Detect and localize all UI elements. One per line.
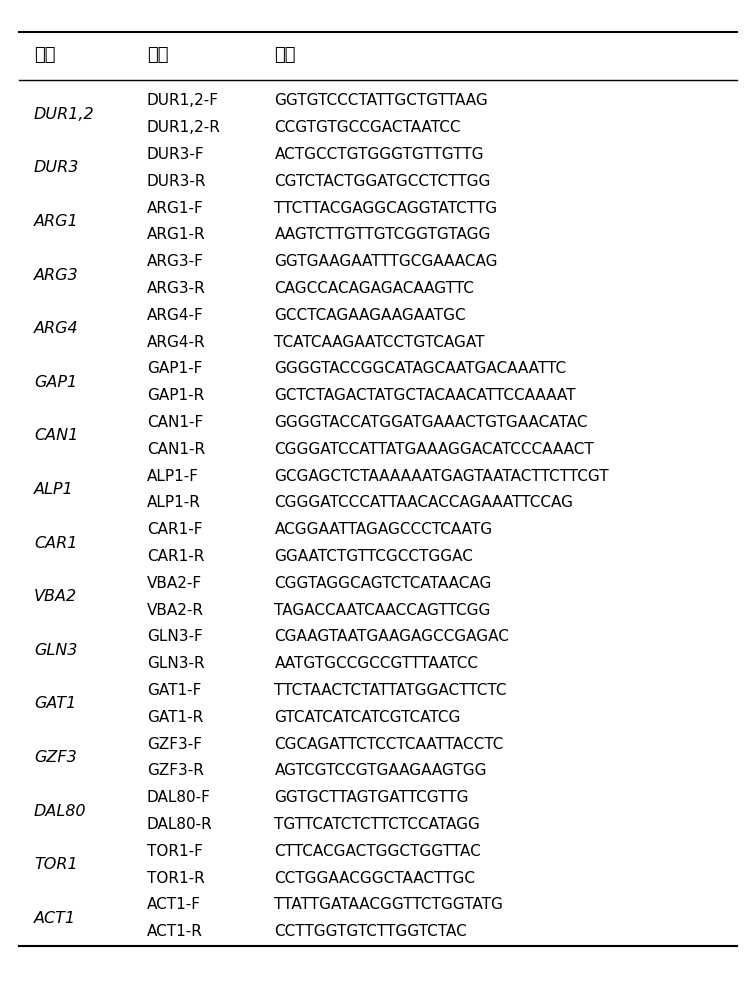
Text: CGGTAGGCAGTCTCATAACAG: CGGTAGGCAGTCTCATAACAG (274, 576, 492, 591)
Text: DUR3-R: DUR3-R (147, 174, 206, 189)
Text: DUR1,2: DUR1,2 (34, 107, 95, 122)
Text: TCATCAAGAATCCTGTCAGAT: TCATCAAGAATCCTGTCAGAT (274, 335, 485, 350)
Text: GLN3-R: GLN3-R (147, 656, 205, 671)
Text: CGGGATCCCATTAACACCAGAAATTCCAG: CGGGATCCCATTAACACCAGAAATTCCAG (274, 495, 574, 510)
Text: GGAATCTGTTCGCCTGGAC: GGAATCTGTTCGCCTGGAC (274, 549, 473, 564)
Text: DAL80: DAL80 (34, 804, 86, 819)
Text: GZF3: GZF3 (34, 750, 77, 765)
Text: GLN3-F: GLN3-F (147, 629, 202, 644)
Text: GAT1-F: GAT1-F (147, 683, 201, 698)
Text: DUR3-F: DUR3-F (147, 147, 205, 162)
Text: TTCTAACTCTATTATGGACTTCTC: TTCTAACTCTATTATGGACTTCTC (274, 683, 507, 698)
Text: GAP1-F: GAP1-F (147, 361, 202, 376)
Text: GCGAGCTCTAAAAAATGAGTAATACTTCTTCGT: GCGAGCTCTAAAAAATGAGTAATACTTCTTCGT (274, 469, 609, 484)
Text: GAP1-R: GAP1-R (147, 388, 204, 403)
Text: VBA2-R: VBA2-R (147, 603, 204, 618)
Text: CGAAGTAATGAAGAGCCGAGAC: CGAAGTAATGAAGAGCCGAGAC (274, 629, 509, 644)
Text: ARG4-F: ARG4-F (147, 308, 203, 323)
Text: TGTTCATCTCTTCTCCATAGG: TGTTCATCTCTTCTCCATAGG (274, 817, 481, 832)
Text: GAT1: GAT1 (34, 696, 76, 711)
Text: DUR1,2-F: DUR1,2-F (147, 93, 219, 108)
Text: CTTCACGACTGGCTGGTTAC: CTTCACGACTGGCTGGTTAC (274, 844, 481, 859)
Text: CAR1: CAR1 (34, 536, 77, 551)
Text: DUR1,2-R: DUR1,2-R (147, 120, 220, 135)
Text: TTATTGATAACGGTTCTGGTATG: TTATTGATAACGGTTCTGGTATG (274, 897, 503, 912)
Text: GLN3: GLN3 (34, 643, 77, 658)
Text: GZF3-R: GZF3-R (147, 763, 204, 778)
Text: ACGGAATTAGAGCCCTCAATG: ACGGAATTAGAGCCCTCAATG (274, 522, 493, 537)
Text: CAN1-R: CAN1-R (147, 442, 205, 457)
Text: TOR1: TOR1 (34, 857, 77, 872)
Text: GGTGCTTAGTGATTCGTTG: GGTGCTTAGTGATTCGTTG (274, 790, 469, 805)
Text: CGCAGATTCTCCTCAATTACCTC: CGCAGATTCTCCTCAATTACCTC (274, 737, 504, 752)
Text: CGGGATCCATTATGAAAGGACATCCCAAACT: CGGGATCCATTATGAAAGGACATCCCAAACT (274, 442, 594, 457)
Text: TOR1-F: TOR1-F (147, 844, 202, 859)
Text: 基因: 基因 (34, 46, 56, 64)
Text: VBA2-F: VBA2-F (147, 576, 202, 591)
Text: ARG1: ARG1 (34, 214, 78, 229)
Text: GCCTCAGAAGAAGAATGC: GCCTCAGAAGAAGAATGC (274, 308, 466, 323)
Text: ARG3-R: ARG3-R (147, 281, 205, 296)
Text: GTCATCATCATCGTCATCG: GTCATCATCATCGTCATCG (274, 710, 461, 725)
Text: TOR1-R: TOR1-R (147, 871, 205, 886)
Text: CAR1-R: CAR1-R (147, 549, 204, 564)
Text: DAL80-F: DAL80-F (147, 790, 211, 805)
Text: ACT1-R: ACT1-R (147, 924, 202, 939)
Text: GCTCTAGACTATGCTACAACATTCCAAAAT: GCTCTAGACTATGCTACAACATTCCAAAAT (274, 388, 576, 403)
Text: CAN1: CAN1 (34, 428, 78, 443)
Text: DUR3: DUR3 (34, 160, 79, 175)
Text: AAGTCTTGTTGTCGGTGTAGG: AAGTCTTGTTGTCGGTGTAGG (274, 227, 491, 242)
Text: ARG4-R: ARG4-R (147, 335, 205, 350)
Text: GZF3-F: GZF3-F (147, 737, 202, 752)
Text: DAL80-R: DAL80-R (147, 817, 212, 832)
Text: ALP1: ALP1 (34, 482, 74, 497)
Text: ALP1-R: ALP1-R (147, 495, 201, 510)
Text: CCTGGAACGGCTAACTTGC: CCTGGAACGGCTAACTTGC (274, 871, 475, 886)
Text: CCTTGGTGTCTTGGTCTAC: CCTTGGTGTCTTGGTCTAC (274, 924, 467, 939)
Text: VBA2: VBA2 (34, 589, 77, 604)
Text: GGTGAAGAATTTGCGAAACAG: GGTGAAGAATTTGCGAAACAG (274, 254, 498, 269)
Text: GAT1-R: GAT1-R (147, 710, 203, 725)
Text: TTCTTACGAGGCAGGTATCTTG: TTCTTACGAGGCAGGTATCTTG (274, 201, 498, 216)
Text: 引物: 引物 (147, 46, 168, 64)
Text: GGGGTACCATGGATGAAACTGTGAACATAC: GGGGTACCATGGATGAAACTGTGAACATAC (274, 415, 588, 430)
Text: ARG4: ARG4 (34, 321, 78, 336)
Text: CGTCTACTGGATGCCTCTTGG: CGTCTACTGGATGCCTCTTGG (274, 174, 491, 189)
Text: CAN1-F: CAN1-F (147, 415, 203, 430)
Text: CCGTGTGCCGACTAATCC: CCGTGTGCCGACTAATCC (274, 120, 461, 135)
Text: ARG1-R: ARG1-R (147, 227, 205, 242)
Text: ARG3-F: ARG3-F (147, 254, 204, 269)
Text: CAR1-F: CAR1-F (147, 522, 202, 537)
Text: ARG1-F: ARG1-F (147, 201, 203, 216)
Text: GGTGTCCCTATTGCTGTTAAG: GGTGTCCCTATTGCTGTTAAG (274, 93, 488, 108)
Text: 序列: 序列 (274, 46, 296, 64)
Text: ALP1-F: ALP1-F (147, 469, 199, 484)
Text: AATGTGCCGCCGTTTAATCC: AATGTGCCGCCGTTTAATCC (274, 656, 478, 671)
Text: TAGACCAATCAACCAGTTCGG: TAGACCAATCAACCAGTTCGG (274, 603, 491, 618)
Text: GAP1: GAP1 (34, 375, 77, 390)
Text: ACT1-F: ACT1-F (147, 897, 201, 912)
Text: ACT1: ACT1 (34, 911, 76, 926)
Text: ACTGCCTGTGGGTGTTGTTG: ACTGCCTGTGGGTGTTGTTG (274, 147, 484, 162)
Text: CAGCCACAGAGACAAGTTC: CAGCCACAGAGACAAGTTC (274, 281, 475, 296)
Text: ARG3: ARG3 (34, 268, 78, 283)
Text: GGGGTACCGGCATAGCAATGACAAATTC: GGGGTACCGGCATAGCAATGACAAATTC (274, 361, 566, 376)
Text: AGTCGTCCGTGAAGAAGTGG: AGTCGTCCGTGAAGAAGTGG (274, 763, 487, 778)
